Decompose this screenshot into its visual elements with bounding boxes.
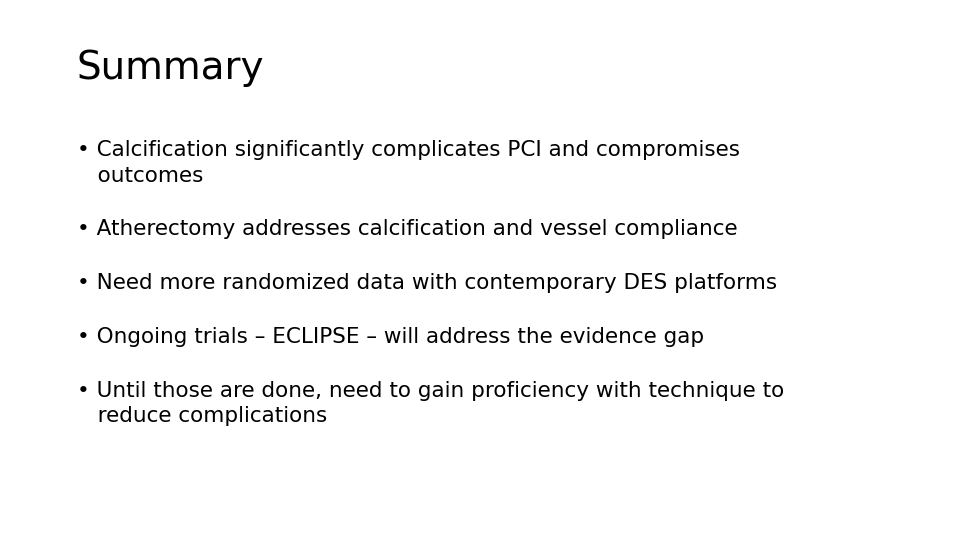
Text: • Calcification significantly complicates PCI and compromises
   outcomes: • Calcification significantly complicate…	[77, 140, 740, 186]
Text: Summary: Summary	[77, 49, 264, 86]
Text: • Ongoing trials – ECLIPSE – will address the evidence gap: • Ongoing trials – ECLIPSE – will addres…	[77, 327, 704, 347]
Text: • Need more randomized data with contemporary DES platforms: • Need more randomized data with contemp…	[77, 273, 777, 293]
Text: • Atherectomy addresses calcification and vessel compliance: • Atherectomy addresses calcification an…	[77, 219, 737, 239]
Text: • Until those are done, need to gain proficiency with technique to
   reduce com: • Until those are done, need to gain pro…	[77, 381, 784, 426]
